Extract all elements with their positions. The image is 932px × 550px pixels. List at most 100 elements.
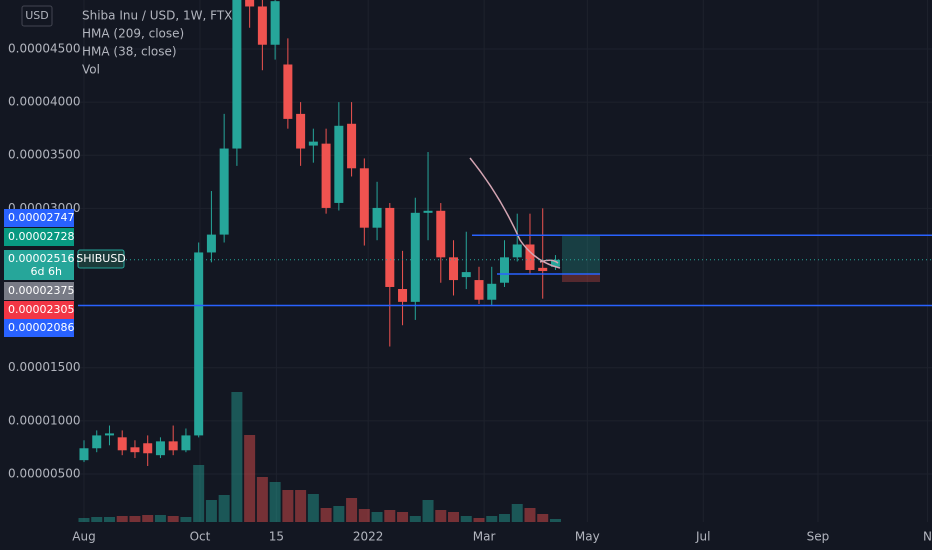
chart-title: Shiba Inu / USD, 1W, FTX (82, 9, 232, 23)
volume-bar (448, 512, 460, 522)
candle-body (270, 1, 280, 45)
candle-body (232, 0, 242, 149)
candle-body (155, 441, 165, 456)
candle-body (296, 113, 306, 149)
price-label-box (4, 209, 74, 227)
candle-body (474, 280, 484, 300)
currency-box (21, 5, 53, 27)
candle-body (461, 272, 471, 278)
candle-body (130, 447, 140, 453)
candle-body (372, 207, 382, 228)
x-tick-label: N (923, 530, 932, 544)
candle-body (398, 288, 408, 302)
candle-body (257, 6, 267, 45)
x-tick-label: Jul (695, 530, 710, 544)
volume-bar (409, 516, 421, 522)
candle-body (194, 252, 204, 436)
price-label-box (4, 282, 74, 300)
volume-bar (473, 518, 485, 522)
price-label: 0.00002086 (8, 321, 74, 334)
x-tick-label: Mar (473, 530, 496, 544)
symbol-tag: SHIBUSD (76, 252, 126, 265)
volume-bar (371, 512, 383, 522)
countdown: 6d 6h (31, 265, 62, 278)
candle-body (347, 123, 357, 169)
price-label-box (4, 250, 74, 280)
candle-body (499, 257, 509, 283)
x-tick-label: Aug (72, 530, 95, 544)
candle-body (104, 433, 114, 436)
x-tick-label: Oct (190, 530, 211, 544)
candle-body (449, 257, 459, 281)
position-profit-zone (562, 236, 600, 274)
candle-body (550, 259, 560, 267)
volume-bar (103, 517, 115, 522)
volume-bar (269, 482, 281, 522)
volume-bar (78, 518, 90, 522)
y-tick-label: 0.00004000 (8, 95, 81, 109)
candle-body (181, 435, 191, 451)
price-label-box (4, 228, 74, 246)
candle-body (206, 234, 216, 253)
volume-bar (397, 512, 409, 522)
volume-bar (244, 435, 256, 522)
candle-body (334, 125, 344, 203)
y-tick-label: 0.00001500 (8, 360, 81, 374)
candle-body (219, 148, 229, 235)
candles (79, 0, 560, 467)
legend: HMA (209, close) HMA (38, close) Vol (82, 27, 184, 77)
legend-entry: HMA (209, close) (82, 27, 184, 41)
volume-bar (231, 392, 243, 522)
volume-bar (295, 490, 307, 522)
volume-bar (218, 495, 230, 522)
volume-bar (91, 517, 103, 522)
candle-body (436, 210, 446, 258)
volume-bar (346, 498, 358, 522)
volume-bar (167, 516, 179, 522)
volume-bar (498, 514, 510, 522)
currency: USD (25, 9, 49, 22)
y-tick-label: 0.00000500 (8, 466, 81, 480)
volume-bar (320, 508, 332, 522)
candle-body (321, 143, 331, 208)
candle-body (410, 212, 420, 302)
candle-body (512, 244, 522, 258)
candle-body (525, 244, 535, 270)
symbol-tag-box (77, 249, 125, 269)
position-loss-zone (562, 274, 600, 282)
candle-body (79, 448, 89, 461)
volume-bar (282, 490, 294, 522)
volume-bar (129, 516, 141, 522)
drawings (469, 157, 600, 282)
legend-entry: Vol (82, 63, 100, 77)
volume-bar (333, 506, 345, 522)
volume-bar (422, 500, 434, 522)
volume-bar (435, 510, 447, 522)
candle-body (168, 441, 178, 451)
candle-body (245, 0, 255, 7)
price-label-box (4, 319, 74, 337)
candle-body (117, 437, 127, 451)
candle-body (487, 283, 497, 300)
candle-body (538, 267, 548, 272)
volume-bar (193, 465, 205, 522)
candle-body (423, 210, 433, 213)
volume-bar (154, 515, 166, 522)
volume-bar (384, 510, 396, 522)
volume-bar (256, 477, 268, 522)
volume-bar (142, 515, 154, 522)
price-label: 0.00002747 (8, 211, 74, 224)
y-tick-label: 0.00004500 (8, 41, 81, 55)
y-tick-label: 0.00003500 (8, 148, 81, 162)
volume-bar (511, 504, 523, 522)
volume-bar (549, 519, 561, 522)
volume-bar (180, 517, 192, 522)
candle-body (283, 64, 293, 119)
volume-bar (537, 514, 549, 522)
candle-body (385, 207, 395, 287)
price-lines (78, 234, 932, 307)
volume-bar (358, 509, 370, 522)
x-tick-label: 2022 (353, 530, 384, 544)
candle-body (143, 443, 153, 454)
volume-bar (116, 516, 128, 522)
